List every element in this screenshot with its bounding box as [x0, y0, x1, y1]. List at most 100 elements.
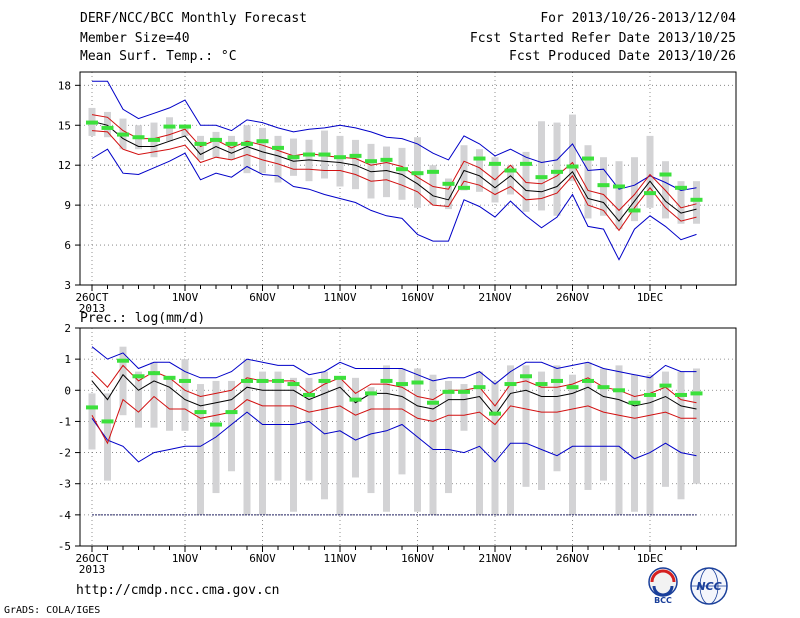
spread-box [119, 346, 127, 416]
spread-box [197, 384, 204, 515]
spread-box [584, 145, 592, 219]
climatology-marker [597, 183, 610, 188]
ncc-logo: NCC [690, 567, 728, 605]
climatology-marker [659, 172, 672, 177]
climatology-marker [411, 380, 424, 385]
spread-box [197, 135, 204, 160]
climatology-marker [179, 378, 191, 383]
spread-box [88, 393, 96, 450]
y-tick-label: -5 [58, 540, 71, 553]
climatology-marker [613, 388, 625, 393]
climatology-marker [442, 181, 455, 186]
climatology-marker [163, 375, 176, 380]
climatology-marker [349, 397, 362, 402]
plot-frame [79, 327, 737, 547]
x-tick-label: 6NOV [249, 552, 276, 565]
climatology-marker [163, 124, 176, 129]
climatology-marker [117, 132, 129, 137]
spread-box [631, 374, 638, 512]
spread-box [693, 181, 700, 224]
y-tick-label: -1 [58, 415, 71, 428]
climatology-marker [303, 392, 315, 397]
climatology-marker [303, 152, 315, 157]
x-tick-label: 1NOV [172, 552, 199, 565]
climatology-marker [148, 137, 160, 142]
outer-lower-line [91, 411, 697, 463]
climatology-marker [504, 168, 517, 173]
climatology-marker [597, 385, 610, 390]
spread-box [104, 393, 111, 481]
spread-box [476, 149, 483, 192]
climatology-marker [535, 382, 548, 387]
climatology-marker [241, 141, 253, 146]
climatology-marker [132, 374, 145, 379]
x-tick-label: 21NOV [478, 291, 511, 304]
chart-title: DERF/NCC/BCC Monthly Forecast [80, 11, 307, 26]
spread-box [181, 359, 189, 431]
spread-box [662, 371, 669, 487]
climatology-marker [318, 152, 331, 157]
spread-box [274, 371, 282, 481]
spread-box [476, 371, 483, 515]
spread-box [429, 374, 437, 515]
x-tick-sublabel: 2013 [79, 563, 106, 576]
climatology-marker [396, 167, 408, 172]
x-tick-label: 26OCT [75, 291, 108, 304]
spread-box [305, 377, 313, 481]
inner-upper-line [91, 114, 697, 212]
spread-box [646, 135, 654, 208]
precip-panel-title: Prec.: log(mm/d) [80, 311, 206, 326]
y-tick-label: 3 [64, 279, 71, 292]
climatology-marker [628, 400, 641, 405]
spread-box [305, 139, 313, 182]
y-tick-label: 12 [58, 159, 71, 172]
spread-box [243, 125, 251, 174]
climatology-marker [101, 125, 114, 130]
y-tick-label: 0 [64, 384, 71, 397]
climatology-marker [86, 405, 98, 410]
climatology-marker [489, 411, 501, 416]
spread-box [538, 121, 545, 211]
climatology-marker [117, 358, 129, 363]
climatology-marker [380, 157, 393, 162]
spread-box [367, 143, 375, 199]
spread-box [383, 365, 390, 512]
climatology-marker [287, 155, 300, 160]
y-tick-label: 15 [58, 119, 71, 132]
inner-upper-line [91, 364, 697, 407]
x-tick-sublabel: 2013 [79, 302, 106, 315]
climatology-marker [148, 371, 160, 376]
climatology-marker [334, 375, 346, 380]
climatology-marker [458, 389, 470, 394]
source-url-link[interactable]: http://cmdp.ncc.cma.gov.cn [76, 583, 280, 598]
spread-box [228, 380, 235, 472]
spread-box [150, 362, 158, 428]
climatology-marker [194, 410, 207, 415]
climatology-marker [690, 197, 703, 202]
spread-box [569, 374, 576, 515]
climatology-marker [318, 378, 331, 383]
climatology-marker [473, 385, 486, 390]
outer-upper-line [92, 80, 697, 192]
y-tick-label: -3 [58, 478, 71, 491]
climatology-marker [225, 410, 238, 415]
spread-box [631, 157, 638, 222]
spread-box [553, 122, 561, 216]
climatology-marker [582, 378, 594, 383]
bcc-logo: BCC [648, 567, 678, 605]
climatology-marker [458, 185, 470, 190]
spread-box [166, 117, 173, 142]
spread-box [383, 146, 390, 198]
spread-box [336, 377, 344, 515]
climatology-marker [690, 391, 703, 396]
climatology-marker [365, 159, 377, 164]
spread-box [212, 131, 220, 158]
spread-box [600, 368, 607, 481]
climatology-marker [241, 378, 253, 383]
climatology-marker [582, 156, 594, 161]
spread-box [584, 362, 592, 490]
climatology-marker [613, 184, 625, 189]
forecast-period-label: For 2013/10/26-2013/12/04 [540, 11, 736, 26]
climatology-marker [644, 392, 656, 397]
grads-credit: GrADS: COLA/IGES [4, 605, 101, 616]
